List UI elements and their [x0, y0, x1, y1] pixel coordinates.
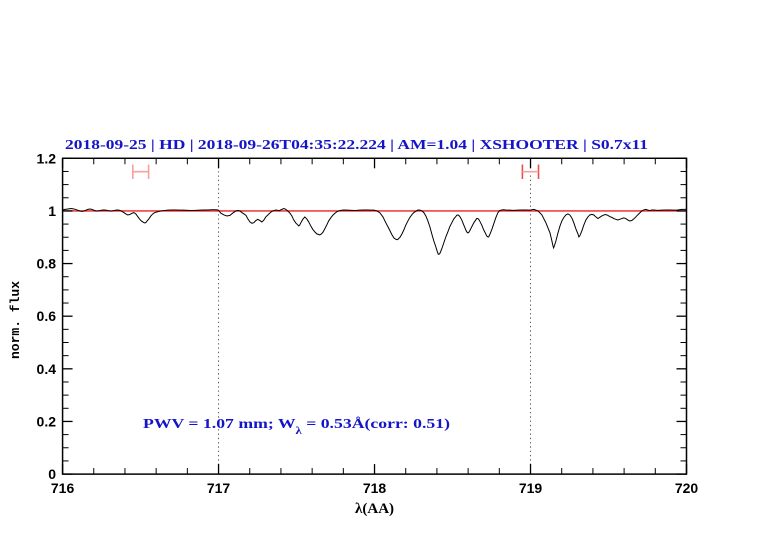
svg-text:norm. flux: norm. flux	[8, 281, 23, 359]
svg-text:718: 718	[363, 480, 387, 496]
svg-text:717: 717	[207, 480, 231, 496]
svg-text:2018-09-25 | HD | 2018-09-26T0: 2018-09-25 | HD | 2018-09-26T04:35:22.22…	[65, 138, 648, 153]
svg-text:1.2: 1.2	[37, 151, 57, 167]
svg-text:719: 719	[519, 480, 543, 496]
svg-text:λ(AA): λ(AA)	[355, 501, 394, 517]
svg-text:1: 1	[48, 203, 56, 219]
svg-text:0.8: 0.8	[37, 256, 57, 272]
svg-text:0.2: 0.2	[37, 414, 57, 430]
svg-text:0.6: 0.6	[37, 308, 57, 324]
svg-text:0.4: 0.4	[37, 361, 57, 377]
svg-text:720: 720	[675, 480, 699, 496]
svg-text:716: 716	[51, 480, 75, 496]
